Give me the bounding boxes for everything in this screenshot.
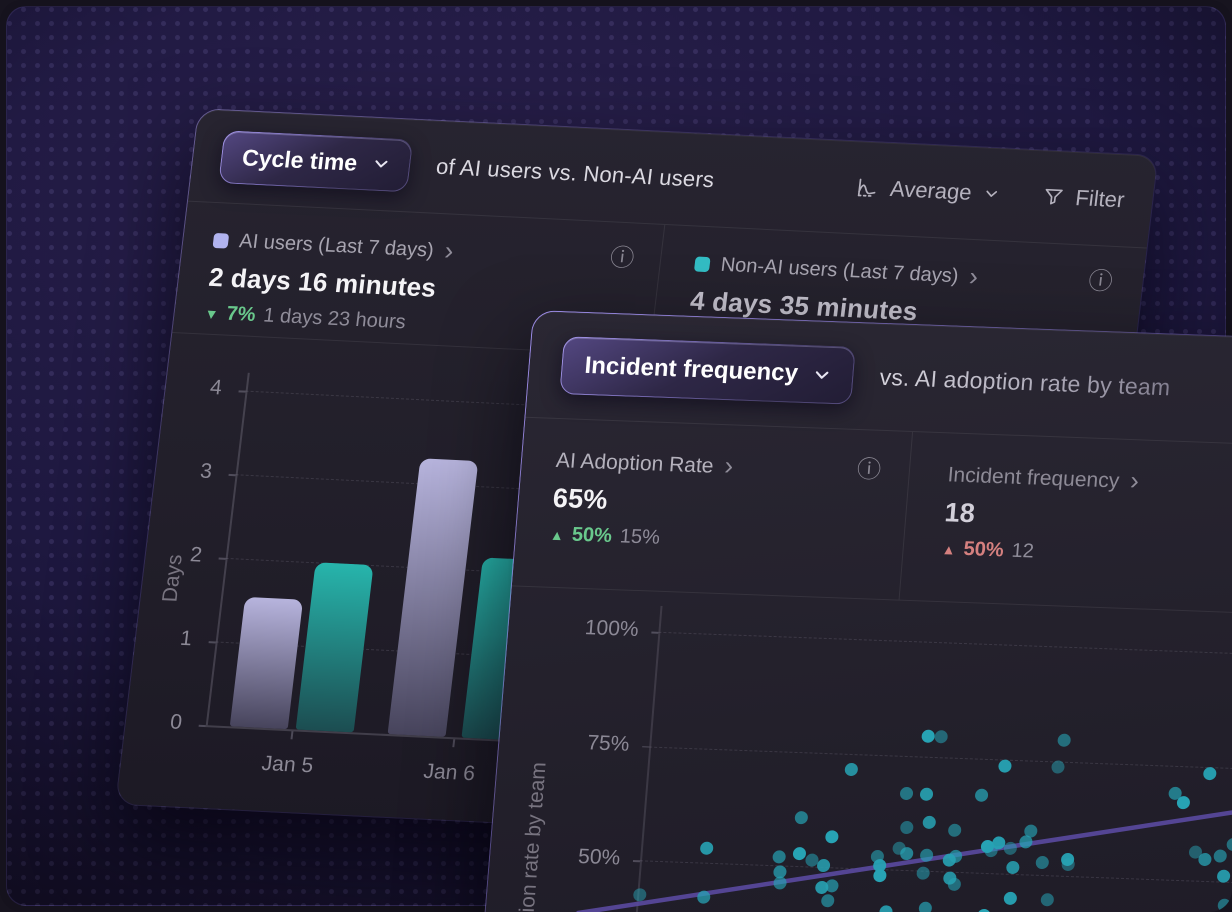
chevron-down-icon bbox=[982, 184, 1002, 203]
chevron-down-icon bbox=[370, 154, 392, 175]
bar-ai-users bbox=[387, 458, 479, 737]
info-icon[interactable]: ⓘ bbox=[855, 456, 883, 484]
header-controls: Average Filter bbox=[854, 174, 1126, 213]
bar-chart-y-tick-label: 4 bbox=[208, 375, 224, 400]
non-ai-users-color-swatch bbox=[693, 256, 711, 273]
bar-chart-x-tick-label: Jan 5 bbox=[260, 751, 315, 778]
filter-button[interactable]: Filter bbox=[1041, 183, 1126, 213]
metric-selector-label: Cycle time bbox=[240, 143, 359, 176]
chevron-right-icon: › bbox=[967, 260, 981, 291]
trend-triangle-icon: ▼ bbox=[203, 305, 220, 322]
chevron-right-icon: › bbox=[723, 450, 735, 481]
cycle-time-card: Cycle time of AI users vs. Non-AI users … bbox=[114, 108, 1159, 852]
metric-incident-frequency: Incident frequency › 18 ▲ 50% 12 bbox=[900, 432, 1232, 618]
delta-percent: 7% bbox=[225, 302, 257, 327]
metric-selector-cycle-time[interactable]: Cycle time bbox=[218, 129, 414, 192]
bar-chart-y-tick-label: 1 bbox=[178, 626, 194, 651]
metric-label: Incident frequency bbox=[946, 463, 1121, 493]
incident-frequency-header: Incident frequency vs. AI adoption rate … bbox=[525, 311, 1232, 450]
incident-frequency-metrics: AI Adoption Rate › 65% ▲ 50% 15% ⓘ Incid… bbox=[512, 418, 1232, 619]
filter-icon bbox=[1041, 185, 1066, 208]
delta-subvalue: 12 bbox=[1010, 539, 1035, 563]
card-title: of AI users vs. Non-AI users bbox=[434, 153, 716, 193]
metric-selector-label: Incident frequency bbox=[583, 351, 799, 387]
metric-label: AI Adoption Rate bbox=[555, 448, 715, 478]
trend-line bbox=[575, 784, 1232, 912]
scatter-point bbox=[1176, 795, 1191, 809]
filter-label: Filter bbox=[1074, 185, 1126, 213]
metric-delta: ▲ 50% 15% bbox=[549, 523, 874, 558]
aggregation-label: Average bbox=[888, 175, 974, 205]
metric-label: Non-AI users (Last 7 days) bbox=[719, 253, 960, 288]
bar-chart-y-tick-label: 0 bbox=[168, 710, 184, 734]
cycle-time-header: Cycle time of AI users vs. Non-AI users … bbox=[188, 109, 1158, 247]
trend-triangle-icon: ▲ bbox=[941, 540, 957, 558]
card-title: vs. AI adoption rate by team bbox=[878, 363, 1172, 400]
info-icon[interactable]: ⓘ bbox=[1086, 267, 1115, 296]
bar-chart-x-tickmark bbox=[452, 739, 455, 748]
delta-subvalue: 1 days 23 hours bbox=[262, 304, 407, 334]
scatter-point bbox=[919, 787, 934, 801]
scatter-point bbox=[917, 901, 932, 912]
incident-frequency-card: Incident frequency vs. AI adoption rate … bbox=[469, 310, 1232, 912]
metric-value: 65% bbox=[551, 482, 609, 515]
metric-ai-adoption-rate: AI Adoption Rate › 65% ▲ 50% 15% ⓘ bbox=[512, 418, 912, 600]
metric-selector-incident-frequency[interactable]: Incident frequency bbox=[559, 336, 857, 405]
delta-percent: 50% bbox=[962, 537, 1005, 562]
bar-chart-y-tick-label: 2 bbox=[188, 543, 204, 567]
chevron-right-icon: › bbox=[1129, 465, 1141, 496]
chevron-down-icon bbox=[811, 364, 834, 386]
metric-delta: ▲ 50% 12 bbox=[941, 537, 1232, 576]
metric-label: AI users (Last 7 days) bbox=[238, 230, 435, 262]
info-icon[interactable]: ⓘ bbox=[608, 244, 636, 273]
bar-chart-y-tick-label: 3 bbox=[198, 459, 214, 484]
bar-non-ai-users bbox=[295, 562, 374, 733]
adoption-scatter-chart: AI adoption rate by team 100% 75% 50% bbox=[471, 590, 1232, 912]
chevron-right-icon: › bbox=[443, 234, 456, 266]
metric-value: 18 bbox=[943, 497, 977, 529]
aggregation-selector[interactable]: Average bbox=[854, 174, 1002, 207]
scatter-point bbox=[1005, 860, 1020, 874]
bar-chart-x-tickmark bbox=[290, 731, 293, 740]
ai-users-color-swatch bbox=[212, 232, 230, 249]
scatter-point bbox=[1034, 855, 1049, 869]
scatter-point bbox=[1056, 733, 1072, 747]
metric-incident-frequency-header[interactable]: Incident frequency › bbox=[947, 463, 1232, 503]
delta-subvalue: 15% bbox=[619, 525, 661, 549]
bar-ai-users bbox=[229, 596, 304, 730]
metric-ai-adoption-header[interactable]: AI Adoption Rate › bbox=[555, 449, 880, 485]
trend-triangle-icon: ▲ bbox=[549, 526, 565, 543]
average-chart-icon bbox=[854, 175, 881, 200]
delta-percent: 50% bbox=[571, 523, 613, 548]
